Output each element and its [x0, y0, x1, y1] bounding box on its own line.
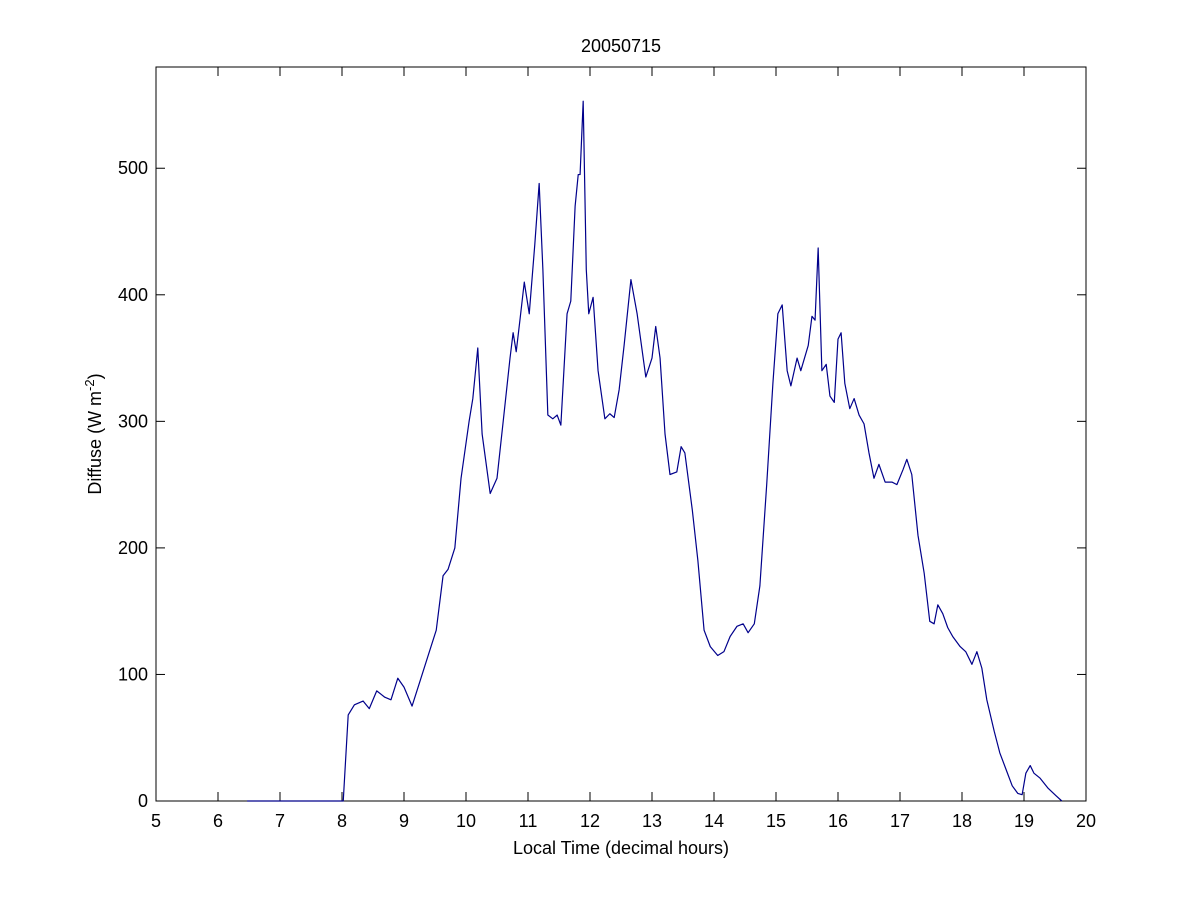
x-tick-label: 12 — [580, 811, 600, 831]
x-tick-label: 16 — [828, 811, 848, 831]
x-tick-label: 20 — [1076, 811, 1096, 831]
y-tick-label: 400 — [118, 285, 148, 305]
x-tick-label: 15 — [766, 811, 786, 831]
x-tick-label: 18 — [952, 811, 972, 831]
x-tick-label: 9 — [399, 811, 409, 831]
y-label-text: Diffuse (W m — [85, 391, 105, 495]
y-tick-label: 200 — [118, 538, 148, 558]
x-tick-label: 5 — [151, 811, 161, 831]
x-tick-label: 17 — [890, 811, 910, 831]
data-line — [247, 100, 1063, 802]
y-tick-label: 0 — [138, 791, 148, 811]
y-tick-label: 500 — [118, 158, 148, 178]
x-tick-label: 13 — [642, 811, 662, 831]
y-tick-label: 300 — [118, 411, 148, 431]
x-tick-label: 14 — [704, 811, 724, 831]
y-label-superscript: -2 — [82, 379, 97, 391]
x-tick-label: 11 — [519, 811, 538, 831]
y-tick-label: 100 — [118, 664, 148, 684]
x-tick-label: 7 — [275, 811, 285, 831]
x-axis-label: Local Time (decimal hours) — [513, 838, 729, 858]
plot-area — [155, 66, 1087, 802]
chart-title: 20050715 — [581, 36, 661, 56]
x-tick-label: 8 — [337, 811, 347, 831]
x-tick-label: 10 — [456, 811, 476, 831]
x-tick-label: 6 — [213, 811, 223, 831]
x-tick-label: 19 — [1014, 811, 1034, 831]
y-axis-label: Diffuse (W m-2) — [82, 373, 105, 494]
y-label-suffix: ) — [85, 373, 105, 379]
